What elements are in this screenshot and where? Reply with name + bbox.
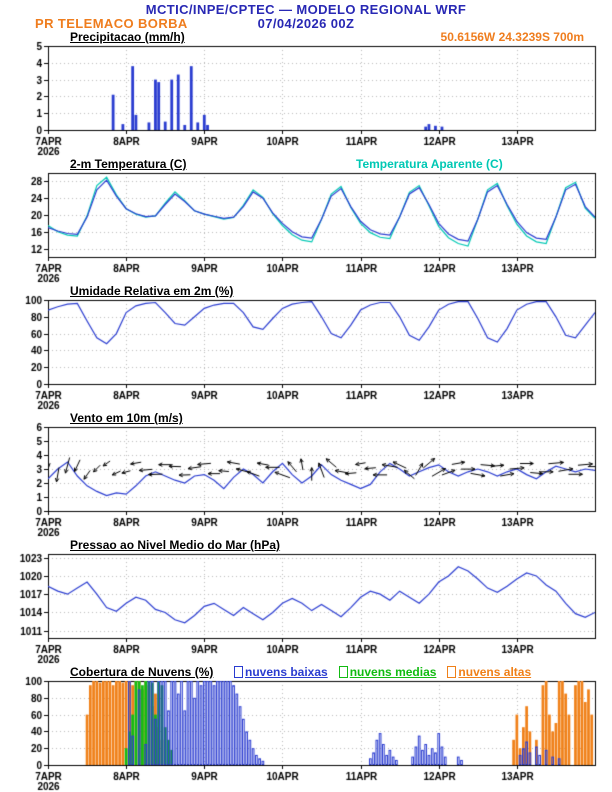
pressure-chart — [0, 538, 612, 665]
cloud-legend: nuvens baixas nuvens medias nuvens altas — [234, 665, 531, 679]
legend-high-clouds-label: nuvens altas — [458, 665, 532, 679]
humidity-chart — [0, 284, 612, 411]
panel-title-humidity: Umidade Relativa em 2m (%) — [70, 284, 234, 298]
panel-title-precipitation: Precipitacao (mm/h) — [70, 30, 185, 44]
panel-humidity: Umidade Relativa em 2m (%) — [0, 284, 612, 411]
panel-title-pressure: Pressao ao Nivel Medio do Mar (hPa) — [70, 538, 281, 552]
location-coordinates: 50.6156W 24.3239S 700m — [440, 30, 584, 44]
mid-clouds-swatch-icon — [338, 666, 348, 678]
precipitation-chart — [0, 30, 612, 157]
panel-title-temperature: 2-m Temperatura (C) — [70, 157, 187, 171]
apparent-temperature-legend: Temperatura Aparente (C) — [356, 157, 503, 171]
panel-wind: Vento em 10m (m/s) — [0, 411, 612, 538]
panel-title-clouds: Cobertura de Nuvens (%) — [70, 665, 214, 679]
panel-precipitation: Precipitacao (mm/h) 50.6156W 24.3239S 70… — [0, 30, 612, 157]
wind-chart — [0, 411, 612, 538]
legend-mid-clouds-label: nuvens medias — [349, 665, 437, 679]
temperature-chart — [0, 157, 612, 284]
low-clouds-swatch-icon — [234, 666, 243, 678]
panel-temperature: 2-m Temperatura (C) Temperatura Aparente… — [0, 157, 612, 284]
panel-title-wind: Vento em 10m (m/s) — [70, 411, 183, 425]
legend-low-clouds-label: nuvens baixas — [245, 665, 328, 679]
model-title: MCTIC/INPE/CPTEC — MODELO REGIONAL WRF — [145, 2, 467, 17]
cloud-cover-chart — [0, 665, 612, 792]
legend-low-clouds: nuvens baixas — [234, 665, 328, 679]
legend-mid-clouds: nuvens medias — [338, 665, 437, 679]
panel-pressure: Pressao ao Nivel Medio do Mar (hPa) — [0, 538, 612, 665]
panel-clouds: Cobertura de Nuvens (%) nuvens baixas nu… — [0, 665, 612, 792]
station-name: PR TELEMACO BORBA — [35, 16, 188, 31]
high-clouds-swatch-icon — [447, 666, 457, 678]
run-datetime: 07/04/2026 00Z — [257, 16, 355, 31]
legend-high-clouds: nuvens altas — [447, 665, 531, 679]
